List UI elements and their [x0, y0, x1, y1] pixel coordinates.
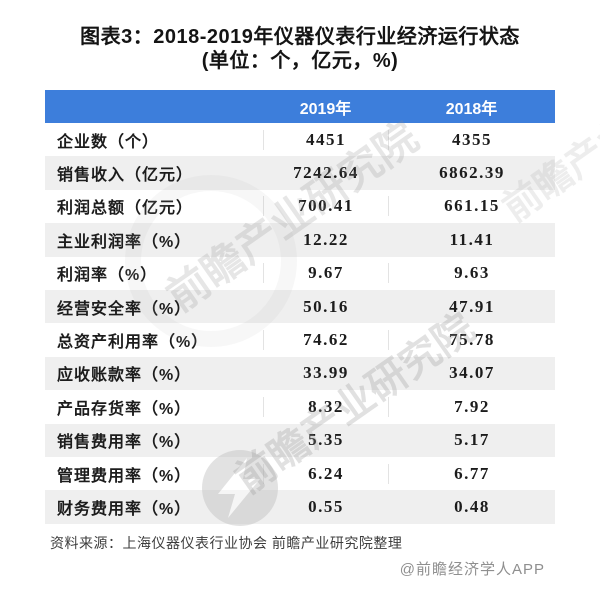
value-cell-2018: 11.41: [449, 229, 495, 249]
value-cell-2018: 75.78: [388, 330, 555, 351]
table-row: 企业数（个） 4451 4355: [45, 123, 555, 156]
value-cell-2018: 5.17: [454, 430, 490, 450]
app-credit: @前瞻经济学人APP: [399, 561, 545, 578]
value-cell-2019: 4451: [263, 129, 388, 150]
value-cell-2019: 5.35: [308, 430, 344, 450]
data-table: 2019年 2018年 企业数（个） 4451 4355 销售收入（亿元） 72…: [45, 90, 555, 524]
value-cell-2018: 0.48: [454, 496, 490, 516]
value-cell-2019: 12.22: [303, 229, 349, 249]
source-note: 资料来源：上海仪器仪表行业协会 前瞻产业研究院整理: [50, 535, 403, 551]
value-cell-2018: 6862.39: [439, 163, 505, 183]
table-row: 应收账款率（%） 33.99 34.07: [45, 356, 555, 391]
row-label-cell: 利润率（%）: [57, 267, 158, 285]
value-cell-2019: 7242.64: [293, 163, 359, 183]
value-cell-2018: 7.92: [388, 396, 555, 417]
table-row: 销售收入（亿元） 7242.64 6862.39: [45, 156, 555, 190]
value-cell-2018: 661.15: [388, 196, 555, 217]
row-label-cell: 财务费用率（%）: [57, 500, 192, 518]
figure-title: 图表3：2018-2019年仪器仪表行业经济运行状态 (单位：个，亿元，%): [0, 25, 600, 73]
row-label-cell: 企业数（个）: [57, 133, 160, 151]
row-label-cell: 经营安全率（%）: [57, 300, 192, 318]
value-cell-2019: 50.16: [303, 296, 349, 316]
row-label-cell: 主业利润率（%）: [57, 233, 192, 251]
row-label-cell: 产品存货率（%）: [57, 400, 192, 418]
table-row: 财务费用率（%） 0.55 0.48: [45, 490, 555, 524]
table-row: 主业利润率（%） 12.22 11.41: [45, 223, 555, 257]
header-cell-year-2019: 2019年: [299, 100, 352, 118]
table-row: 销售费用率（%） 5.35 5.17: [45, 423, 555, 457]
table-header-row: 2019年 2018年: [45, 90, 555, 123]
figure-title-line1: 图表3：2018-2019年仪器仪表行业经济运行状态: [80, 26, 520, 48]
value-cell-2018: 34.07: [449, 363, 495, 383]
table-row: 经营安全率（%） 50.16 47.91: [45, 289, 555, 324]
header-cell-year-2018: 2018年: [445, 100, 498, 118]
value-cell-2019: 6.24: [263, 463, 388, 484]
table-row: 利润率（%） 9.67 9.63: [45, 257, 555, 290]
value-cell-2019: 0.55: [308, 496, 344, 516]
figure-title-unit-line: (单位：个，亿元，%): [201, 50, 399, 72]
value-cell-2019: 33.99: [303, 363, 349, 383]
value-cell-2019: 74.62: [263, 330, 388, 351]
row-label-cell: 销售收入（亿元）: [57, 167, 194, 185]
value-cell-2018: 9.63: [388, 263, 555, 284]
value-cell-2018: 4355: [388, 129, 555, 150]
value-cell-2019: 8.32: [263, 396, 388, 417]
value-cell-2019: 9.67: [263, 263, 388, 284]
value-cell-2018: 47.91: [449, 296, 495, 316]
row-label-cell: 总资产利用率（%）: [57, 334, 209, 352]
value-cell-2019: 700.41: [263, 196, 388, 217]
row-label-cell: 销售费用率（%）: [57, 434, 192, 452]
table-row: 总资产利用率（%） 74.62 75.78: [45, 323, 555, 356]
table-row: 利润总额（亿元） 700.41 661.15: [45, 190, 555, 223]
row-label-cell: 管理费用率（%）: [57, 467, 192, 485]
table-row: 管理费用率（%） 6.24 6.77: [45, 457, 555, 490]
row-label-cell: 应收账款率（%）: [57, 367, 192, 385]
table-row: 产品存货率（%） 8.32 7.92: [45, 390, 555, 423]
value-cell-2018: 6.77: [388, 463, 555, 484]
row-label-cell: 利润总额（亿元）: [57, 200, 194, 218]
